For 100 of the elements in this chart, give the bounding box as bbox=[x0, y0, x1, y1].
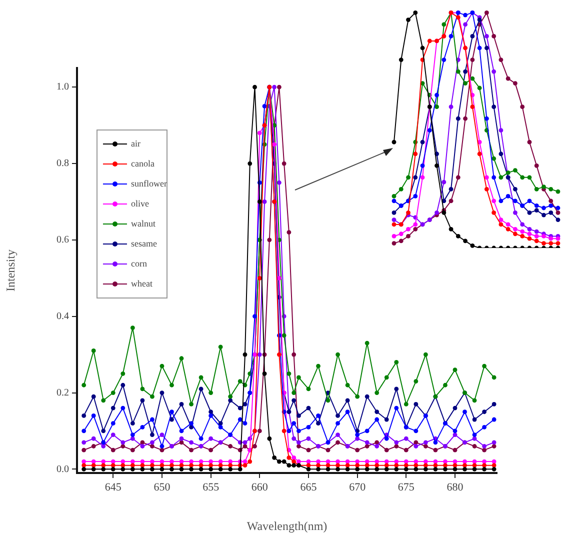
point bbox=[394, 444, 399, 448]
point bbox=[374, 459, 380, 464]
point bbox=[527, 198, 532, 204]
point bbox=[316, 463, 320, 468]
point bbox=[286, 463, 292, 468]
legend-label: corn bbox=[131, 258, 148, 268]
legend-label: air bbox=[131, 138, 140, 148]
point bbox=[448, 34, 454, 38]
point bbox=[448, 226, 454, 232]
y-tick-label: 0.0 bbox=[56, 464, 69, 475]
point bbox=[267, 436, 272, 441]
point bbox=[413, 226, 418, 232]
point bbox=[306, 406, 311, 410]
point bbox=[292, 436, 296, 441]
point bbox=[82, 382, 86, 388]
point bbox=[534, 186, 539, 192]
point bbox=[160, 466, 164, 472]
point bbox=[336, 440, 340, 445]
point bbox=[208, 459, 214, 464]
legend-label: sunflower bbox=[131, 178, 167, 188]
point bbox=[326, 459, 330, 464]
point bbox=[482, 364, 487, 368]
point bbox=[82, 428, 86, 434]
point bbox=[316, 421, 320, 426]
point bbox=[492, 210, 496, 215]
point bbox=[548, 210, 554, 215]
point bbox=[160, 364, 164, 368]
point bbox=[482, 448, 487, 452]
point bbox=[398, 58, 404, 62]
point bbox=[492, 444, 496, 448]
point bbox=[82, 413, 86, 418]
point bbox=[513, 186, 518, 192]
point bbox=[556, 189, 560, 194]
point bbox=[364, 394, 370, 399]
point bbox=[498, 58, 504, 62]
point bbox=[198, 386, 204, 392]
point bbox=[306, 386, 311, 392]
point bbox=[470, 76, 475, 81]
point bbox=[306, 448, 311, 452]
point bbox=[404, 459, 408, 464]
point bbox=[292, 456, 296, 460]
point bbox=[179, 356, 184, 361]
point bbox=[492, 440, 496, 445]
point bbox=[257, 200, 262, 204]
point bbox=[404, 466, 408, 472]
point bbox=[242, 352, 248, 357]
point bbox=[91, 348, 96, 353]
point bbox=[355, 463, 360, 468]
point bbox=[470, 243, 475, 248]
point bbox=[336, 459, 340, 464]
point bbox=[110, 466, 116, 472]
point bbox=[427, 128, 432, 133]
point bbox=[296, 444, 301, 448]
point bbox=[150, 459, 154, 464]
point bbox=[434, 92, 439, 98]
point bbox=[506, 222, 510, 227]
point bbox=[482, 424, 487, 430]
point bbox=[364, 466, 370, 472]
point bbox=[404, 436, 408, 441]
point bbox=[355, 432, 360, 437]
point bbox=[364, 444, 370, 448]
point bbox=[482, 463, 487, 468]
point bbox=[463, 12, 468, 18]
point bbox=[424, 459, 428, 464]
point bbox=[443, 463, 448, 468]
point bbox=[404, 463, 408, 468]
point bbox=[414, 379, 418, 384]
point bbox=[170, 466, 174, 472]
point bbox=[384, 436, 389, 441]
point bbox=[492, 402, 496, 406]
point bbox=[392, 210, 396, 215]
point bbox=[498, 175, 504, 180]
point bbox=[170, 463, 174, 468]
point bbox=[257, 352, 262, 357]
point bbox=[492, 69, 496, 74]
point bbox=[140, 424, 145, 430]
point bbox=[336, 463, 340, 468]
point bbox=[413, 152, 418, 156]
point bbox=[472, 417, 477, 422]
point bbox=[520, 104, 525, 110]
point bbox=[492, 417, 496, 422]
point bbox=[404, 402, 408, 406]
x-tick-label: 670 bbox=[349, 481, 366, 494]
point bbox=[101, 459, 106, 464]
point bbox=[520, 222, 525, 227]
point bbox=[252, 314, 257, 319]
point bbox=[420, 175, 425, 180]
point bbox=[286, 428, 292, 434]
point bbox=[218, 463, 223, 468]
point bbox=[326, 466, 330, 472]
point bbox=[101, 466, 106, 472]
point bbox=[442, 58, 446, 62]
point bbox=[556, 218, 560, 222]
point bbox=[392, 222, 396, 227]
point bbox=[326, 398, 330, 403]
point bbox=[484, 186, 489, 192]
point bbox=[272, 142, 277, 147]
point bbox=[452, 432, 458, 437]
point bbox=[208, 390, 214, 395]
point bbox=[364, 428, 370, 434]
